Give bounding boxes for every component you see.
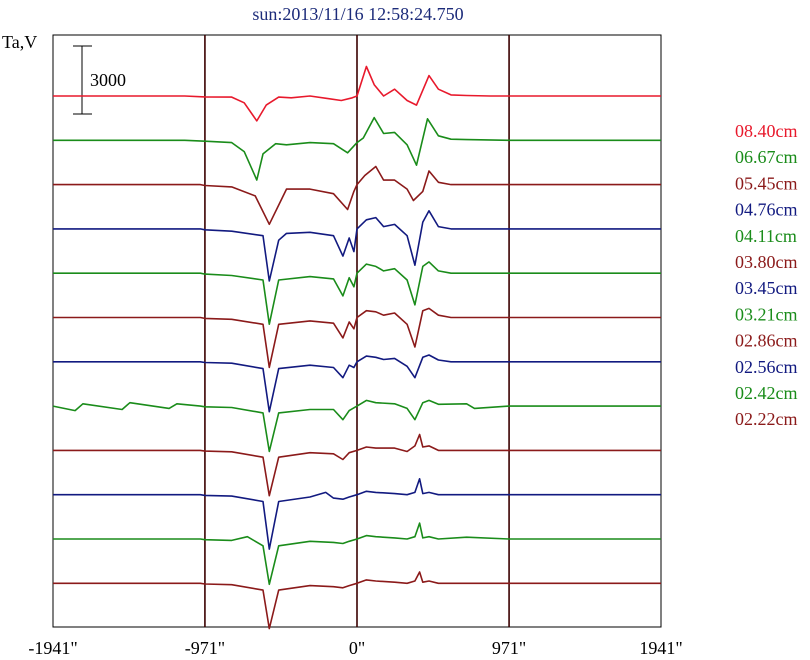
series-line (53, 165, 661, 226)
legend-entry: 03.21cm (735, 304, 798, 324)
series-line (53, 571, 661, 630)
series-line (53, 307, 661, 369)
legend-entry: 02.22cm (735, 409, 798, 429)
x-tick-label: 0" (349, 638, 365, 658)
scale-bar-label: 3000 (90, 70, 126, 90)
legend-entry: 03.45cm (735, 278, 798, 298)
series-line (53, 116, 661, 181)
vertical-lines (204, 35, 510, 627)
legend-entry: 02.56cm (735, 357, 798, 377)
legend-entry: 04.11cm (735, 226, 797, 246)
scale-bar: 3000 (73, 45, 126, 115)
legend-entry: 06.67cm (735, 147, 798, 167)
series-line (53, 354, 661, 413)
legend-entry: 08.40cm (735, 121, 798, 141)
series-line (53, 478, 661, 550)
chart-title: sun:2013/11/16 12:58:24.750 (252, 4, 463, 24)
legend: 08.40cm 06.67cm 05.45cm 04.76cm 04.11cm 03.80… (735, 121, 798, 429)
series-line (53, 65, 661, 122)
x-tick-label: -1941" (28, 638, 77, 658)
x-tick-label: 971" (492, 638, 526, 658)
series-line (53, 210, 661, 282)
x-tick-labels: -1941" -971" 0" 971" 1941" (28, 638, 682, 658)
legend-entry: 04.76cm (735, 200, 798, 220)
series-line (53, 522, 661, 586)
x-tick-label: -971" (185, 638, 225, 658)
series-line (53, 433, 661, 497)
legend-entry: 02.42cm (735, 383, 798, 403)
x-tick-label: 1941" (639, 638, 682, 658)
series-line (52, 399, 661, 453)
series-line (53, 261, 661, 325)
legend-entry: 02.86cm (735, 331, 798, 351)
y-axis-label: Ta,V (2, 32, 37, 52)
series-lines (52, 65, 661, 630)
legend-entry: 03.80cm (735, 252, 798, 272)
legend-entry: 05.45cm (735, 173, 798, 193)
